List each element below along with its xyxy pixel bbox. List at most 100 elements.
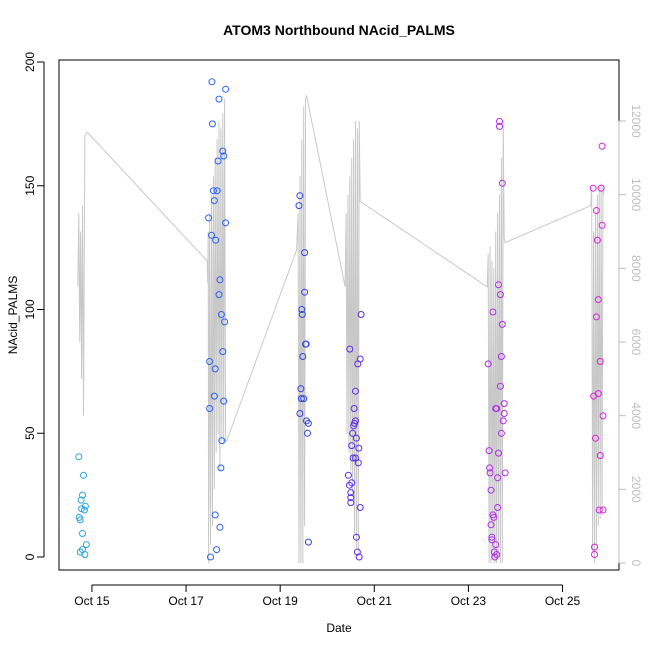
data-point [208,231,215,239]
data-point [347,494,355,502]
data-point [599,412,607,420]
data-point [349,454,357,462]
data-point [298,306,306,313]
data-point [210,197,218,205]
data-point [496,382,504,390]
data-point [594,296,602,304]
data-point [486,469,494,477]
data-point [492,541,500,549]
data-point [222,85,230,93]
data-point [498,320,506,328]
data-point [300,395,308,403]
data-point [208,78,216,86]
data-point [487,521,495,529]
data-point [297,385,305,393]
data-point [219,147,227,155]
data-point [598,221,606,229]
y-tick-label: 50 [23,426,37,440]
data-point [355,553,363,561]
data-point [206,405,214,412]
data-point [81,551,89,558]
data-point [495,281,502,289]
data-point [591,551,598,558]
y-tick-label: 150 [23,175,37,195]
data-point [489,308,497,316]
data-point [220,152,228,160]
altitude-trace-line [77,95,605,564]
y-tick-label: 200 [23,52,37,72]
data-point [484,360,492,368]
data-point [216,276,224,284]
data-point [596,452,604,459]
data-point [218,437,226,445]
data-point [500,400,508,408]
data-point [352,533,360,541]
data-point [221,318,229,326]
y2-tick-label: 0 [629,560,643,567]
data-point [216,523,224,531]
data-point [350,405,358,412]
y-axis-left: 0 50 100 150 200 [23,52,45,560]
data-point [215,95,223,103]
data-point [485,447,493,455]
data-point [495,449,502,457]
data-point [346,345,354,353]
data-point [296,410,304,417]
data-point [207,553,214,561]
data-point [356,355,364,363]
y2-tick-label: 6000 [629,329,643,356]
chart-title: ATOM3 Northbound NAcid_PALMS [223,22,455,38]
data-point [493,405,501,412]
data-point [496,122,503,130]
data-point [348,442,356,450]
data-point [496,117,503,125]
y2-tick-label: 10000 [629,178,643,212]
data-point [210,392,218,400]
data-point [295,202,303,210]
data-point [209,187,217,195]
data-point [304,538,312,546]
data-point [349,429,357,437]
data-point [206,358,214,365]
data-point [595,506,603,514]
data-point [304,429,311,437]
x-axis: Oct 15 Oct 17 Oct 19 Oct 21 Oct 23 Oct 25 [74,584,581,608]
data-point [488,536,496,544]
data-point [357,311,365,318]
data-point [80,506,88,514]
data-points-layer [75,78,607,561]
data-point [488,533,496,541]
data-point [76,516,84,524]
data-point [298,311,306,318]
altitude-line-layer [77,95,605,564]
x-tick-label: Oct 21 [357,594,393,608]
data-point [347,489,355,497]
data-point [211,511,219,519]
data-point [220,397,228,405]
data-point [297,395,305,403]
data-point [217,311,225,318]
data-point [486,464,494,472]
data-point [496,291,504,299]
data-point [213,187,221,195]
data-point [497,353,505,360]
data-point [592,313,600,321]
data-point [493,551,501,558]
data-point [500,410,508,417]
y2-tick-label: 2000 [629,476,643,503]
data-point [301,249,309,257]
data-point [352,434,360,442]
y2-tick-label: 8000 [629,255,643,282]
data-point [79,491,86,499]
x-tick-label: Oct 25 [545,594,581,608]
data-point [219,348,227,356]
data-point [81,502,89,510]
data-point [599,506,607,514]
y-tick-label: 0 [23,553,37,560]
data-point [82,541,90,549]
data-point [296,192,304,200]
data-point [208,120,216,128]
data-point [80,471,87,479]
data-point [217,464,225,472]
data-point [499,417,507,425]
